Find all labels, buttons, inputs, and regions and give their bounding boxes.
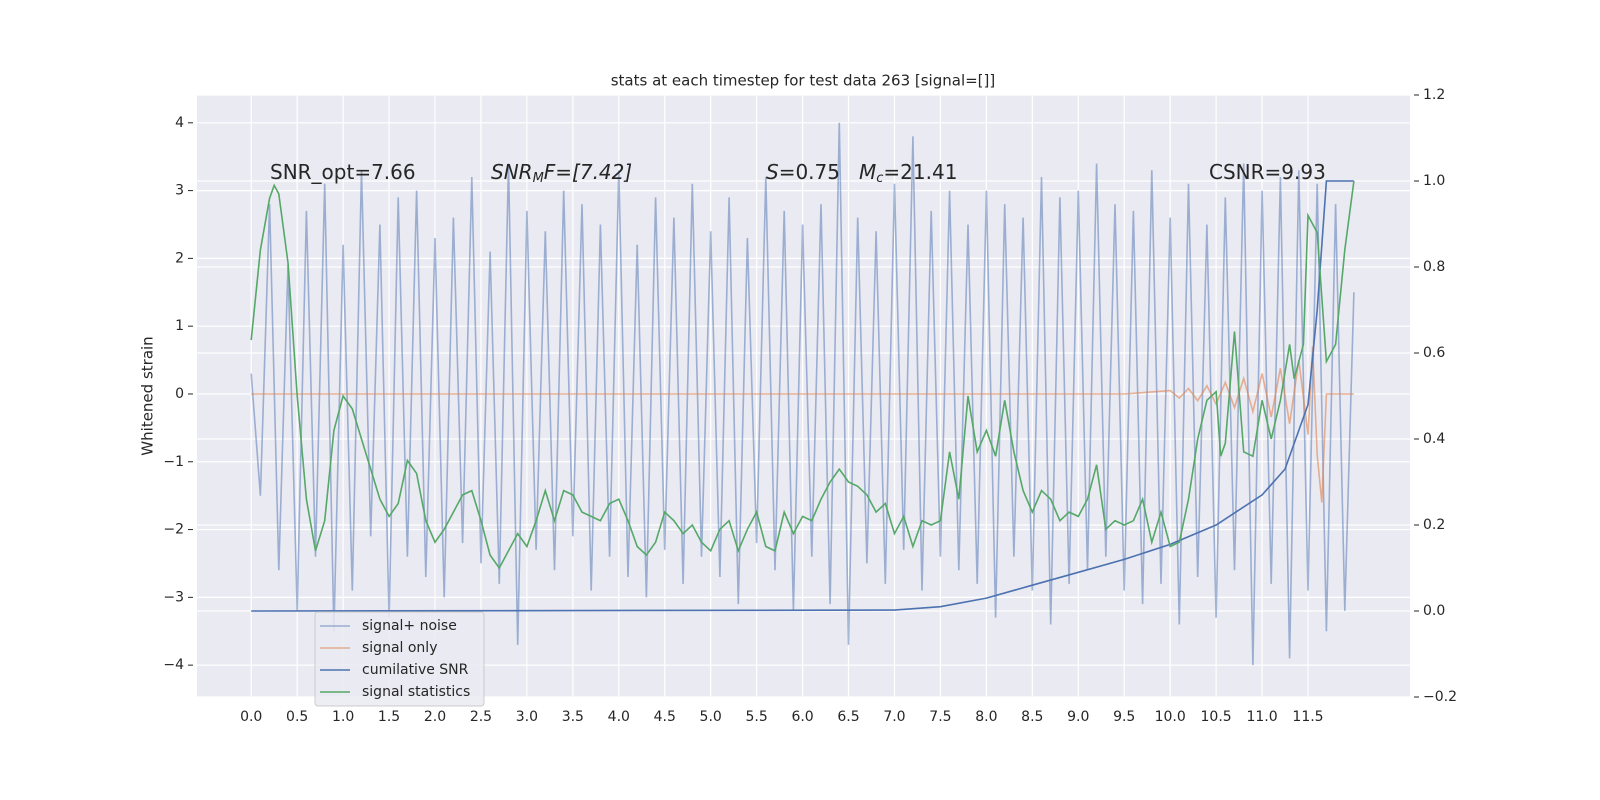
x-tick-label: 11.0 [1246, 709, 1277, 725]
legend: signal+ noise signal only cumilative SNR si… [314, 611, 485, 707]
y-tick-label: 2 [175, 250, 184, 266]
annotation: Mc=21.41 [859, 160, 957, 186]
marks [250, 122, 1355, 666]
x-tick-label: 1.5 [378, 709, 400, 725]
legend-label: cumilative SNR [362, 662, 469, 678]
x-tick-label: 7.5 [929, 709, 951, 725]
legend-label: signal statistics [362, 684, 470, 700]
y-tick-label: 1 [175, 318, 184, 334]
x-tick-label: 9.0 [1067, 709, 1089, 725]
annotation: SNR_opt=7.66 [270, 160, 416, 184]
series-line [250, 180, 1355, 570]
x-tick-label: 5.5 [746, 709, 768, 725]
x-tick-label: 5.0 [700, 709, 722, 725]
y-tick-label: 3 [175, 183, 184, 199]
y2-tick-label: 0.6 [1423, 345, 1445, 361]
y-tick-label: −4 [163, 657, 184, 673]
y-tick-label: 0 [175, 386, 184, 402]
y-tick-label: 4 [175, 115, 184, 131]
annotation: SNRMF=[7.42] [491, 160, 632, 186]
legend-label: signal only [362, 640, 437, 656]
y2-tick-label: −0.2 [1423, 689, 1457, 705]
y2-tick-label: 1.0 [1423, 173, 1445, 189]
x-tick-label: 8.5 [1021, 709, 1043, 725]
x-tick-label: 10.0 [1155, 709, 1186, 725]
legend-box [314, 611, 485, 707]
x-tick-label: 10.5 [1201, 709, 1232, 725]
x-tick-label: 11.5 [1292, 709, 1323, 725]
x-tick-label: 8.0 [975, 709, 997, 725]
x-tick-label: 4.0 [608, 709, 630, 725]
y2-tick-label: 0.4 [1423, 431, 1445, 447]
y2-tick-label: 0.0 [1423, 603, 1445, 619]
x-tick-label: 0.5 [286, 709, 308, 725]
y-axis-label: Whitened strain [139, 336, 157, 455]
x-tick-label: 9.5 [1113, 709, 1135, 725]
x-tick-label: 4.5 [654, 709, 676, 725]
x-tick-label: 0.0 [240, 709, 262, 725]
x-tick-label: 2.0 [424, 709, 446, 725]
x-tick-label: 3.0 [516, 709, 538, 725]
y2-tick-label: 0.8 [1423, 259, 1445, 275]
plot-area [197, 95, 1410, 697]
y-tick-label: −3 [163, 589, 184, 605]
x-tick-label: 3.5 [562, 709, 584, 725]
annotation: S=0.75 [766, 160, 840, 184]
x-tick-label: 7.0 [883, 709, 905, 725]
y2-tick-label: 1.2 [1423, 87, 1445, 103]
y-tick-label: −1 [163, 454, 184, 470]
legend-label: signal+ noise [362, 618, 457, 634]
y-tick-label: −2 [163, 522, 184, 538]
x-tick-label: 1.0 [332, 709, 354, 725]
y2-tick-label: 0.2 [1423, 517, 1445, 533]
series-line [251, 346, 1354, 503]
x-tick-label: 2.5 [470, 709, 492, 725]
annotation: CSNR=9.93 [1209, 160, 1326, 184]
x-tick-label: 6.0 [791, 709, 813, 725]
series-line [250, 122, 1355, 666]
x-tick-label: 6.5 [837, 709, 859, 725]
chart-title: stats at each timestep for test data 263… [611, 72, 996, 90]
